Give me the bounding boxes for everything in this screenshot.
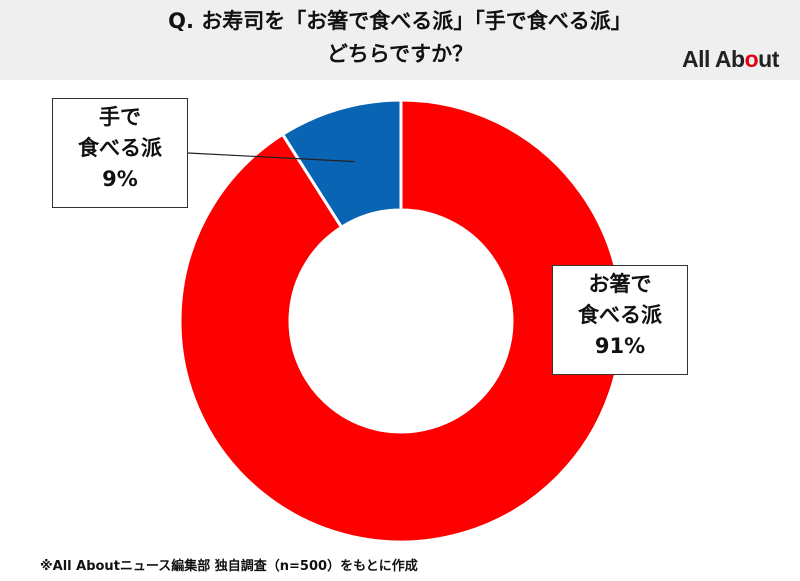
chart-title-line1: Q. お寿司を「お箸で食べる派」「手で食べる派」 bbox=[168, 9, 632, 33]
logo-text-o: o bbox=[744, 46, 759, 72]
label-chopsticks-line2: 食べる派 bbox=[578, 303, 662, 327]
source-footnote: ※All Aboutニュース編集部 独自調査（n=500）をもとに作成 bbox=[40, 559, 418, 574]
title-bar: Q. お寿司を「お箸で食べる派」「手で食べる派」 どちらですか？ All Abo… bbox=[0, 0, 800, 80]
label-chopsticks-line1: お箸で bbox=[588, 272, 652, 296]
logo-text-2: ut bbox=[758, 46, 779, 72]
label-hand-line2: 食べる派 bbox=[78, 136, 162, 160]
label-chopsticks-value: 91% bbox=[594, 334, 646, 358]
allabout-logo: All About bbox=[682, 46, 779, 73]
label-hand: 手で 食べる派 9% bbox=[52, 98, 188, 208]
logo-text-1: All Ab bbox=[682, 46, 745, 72]
label-hand-line1: 手で bbox=[99, 105, 141, 129]
chart-title-line2: どちらですか？ bbox=[326, 42, 474, 66]
label-chopsticks: お箸で 食べる派 91% bbox=[552, 265, 688, 375]
leader-line-hand bbox=[187, 152, 355, 163]
donut-slices bbox=[178, 98, 624, 544]
label-hand-value: 9% bbox=[102, 167, 138, 191]
